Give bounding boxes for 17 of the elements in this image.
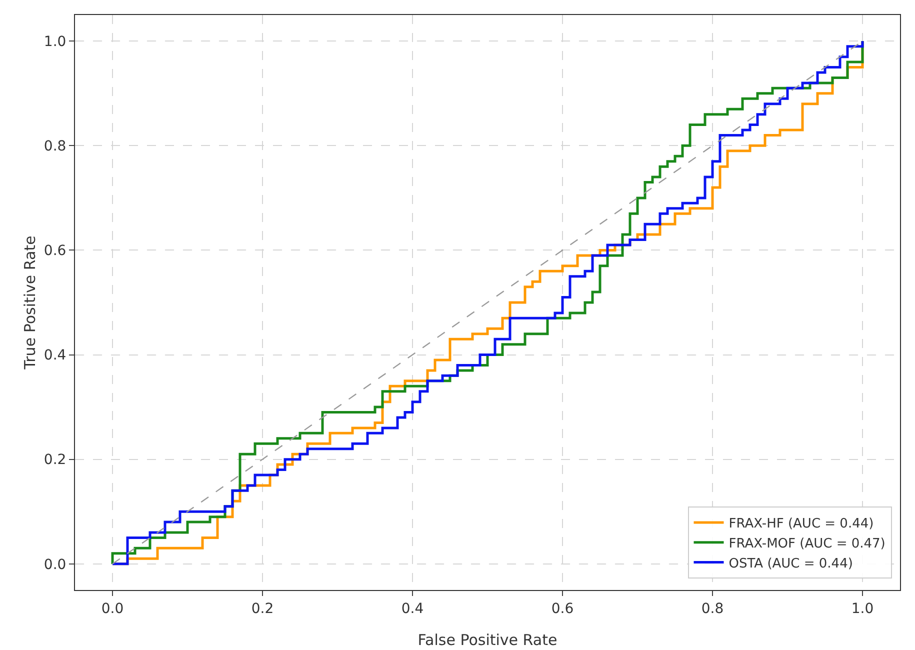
y-tick-label: 0.2 — [44, 452, 66, 468]
x-tick-label: 0.2 — [251, 600, 274, 617]
legend-label: OSTA (AUC = 0.44) — [728, 556, 853, 572]
legend-label: FRAX-MOF (AUC = 0.47) — [728, 536, 886, 552]
x-axis-title: False Positive Rate — [418, 631, 558, 649]
y-tick-label: 0.0 — [44, 556, 66, 573]
y-tick-label: 0.6 — [44, 243, 66, 260]
y-axis-title: True Positive Rate — [21, 236, 39, 370]
y-tick-label: 0.4 — [44, 348, 66, 364]
x-tick-label: 0.0 — [101, 600, 124, 617]
x-tick-label: 0.8 — [701, 600, 724, 617]
y-tick-label: 0.8 — [44, 138, 66, 155]
y-tick-label: 1.0 — [44, 34, 66, 50]
legend-label: FRAX-HF (AUC = 0.44) — [728, 516, 874, 532]
x-tick-label: 0.4 — [401, 600, 424, 617]
x-tick-label: 0.6 — [551, 600, 574, 617]
x-tick-label: 1.0 — [851, 600, 874, 617]
